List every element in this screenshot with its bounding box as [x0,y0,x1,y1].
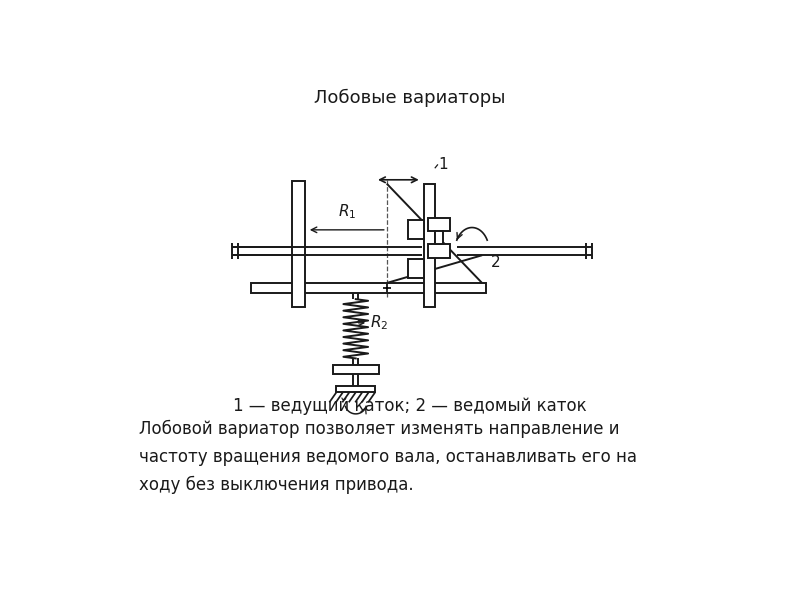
Text: $R_1$: $R_1$ [338,202,356,221]
Text: 1: 1 [438,157,448,172]
Text: Лобовые вариаторы: Лобовые вариаторы [314,89,506,107]
Bar [292,181,305,307]
Bar [435,232,442,244]
Text: 2: 2 [491,254,501,269]
Bar [428,244,450,259]
Text: $R_2$: $R_2$ [370,314,389,332]
Bar [336,386,375,392]
Text: Лобовой вариатор позволяет изменять направление и
частоту вращения ведомого вала: Лобовой вариатор позволяет изменять напр… [138,420,637,494]
Bar [333,365,379,374]
Bar [251,283,486,293]
Bar [424,184,435,307]
Text: 1 — ведущий каток; 2 — ведомый каток: 1 — ведущий каток; 2 — ведомый каток [233,397,587,415]
Bar [409,220,424,239]
Bar [409,259,424,278]
Bar [428,218,450,232]
